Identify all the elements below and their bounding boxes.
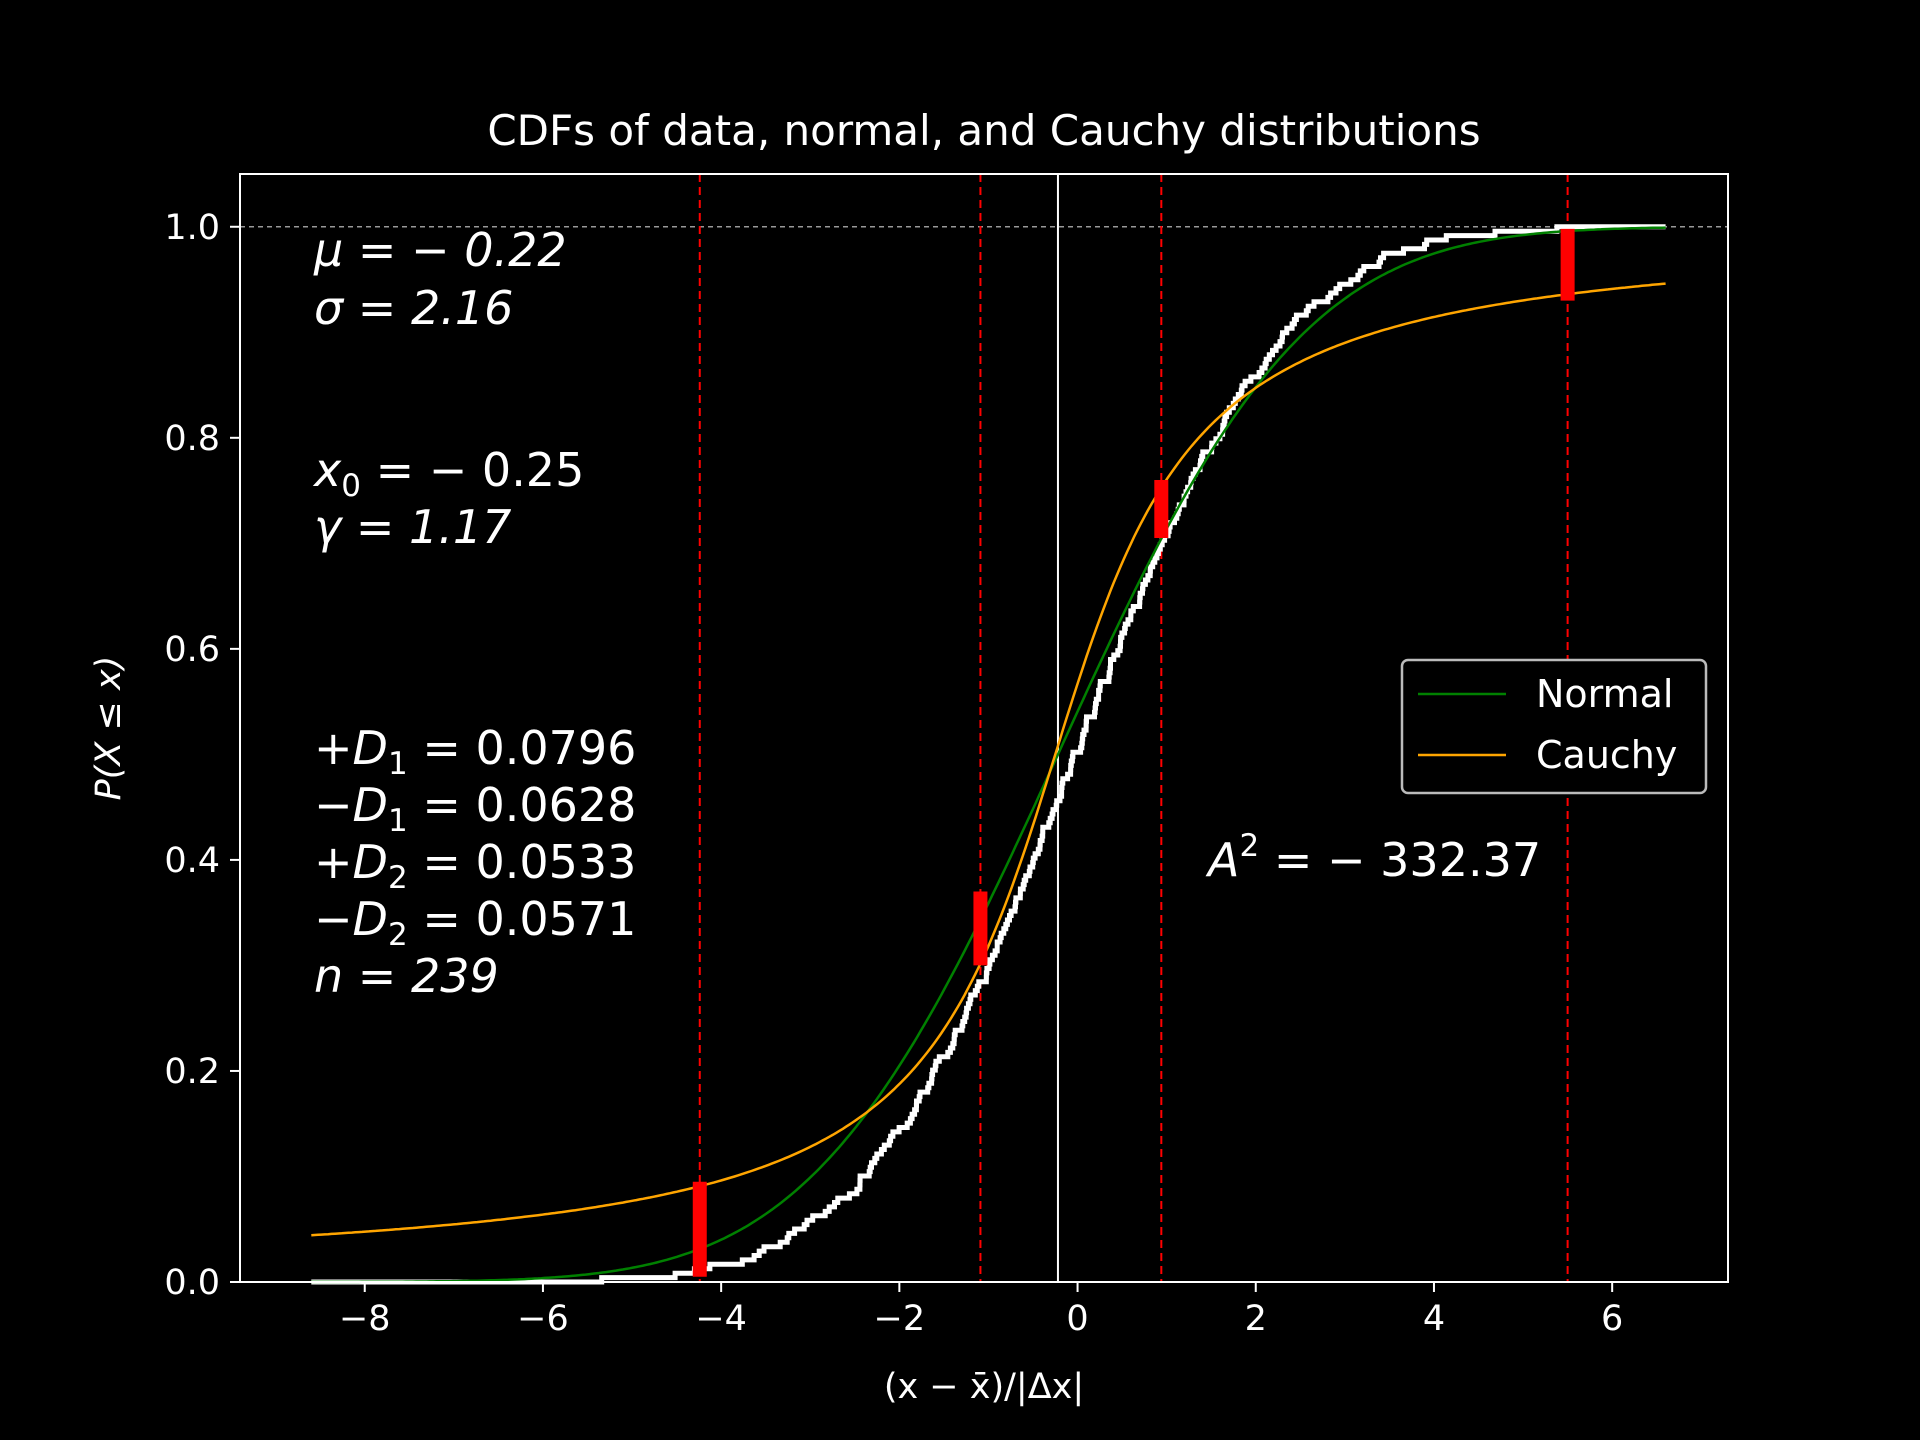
gamma-annotation: γ = 1.17: [314, 500, 511, 554]
x0-value: = − 0.25: [361, 443, 584, 497]
x-axis-label: (x − x̄)/|Δx|: [884, 1367, 1084, 1407]
d2-plus-annotation: +D2 = 0.0533: [314, 835, 636, 896]
d2-minus-annotation: −D2 = 0.0571: [314, 892, 636, 953]
d1-minus-subscript: 1: [388, 803, 408, 839]
y-tick-label: 0.4: [164, 841, 220, 881]
d2-plus-value: = 0.0533: [408, 835, 637, 889]
y-tick-label: 0.0: [164, 1263, 220, 1303]
d1-plus-symbol: +D: [314, 721, 388, 775]
legend: Normal Cauchy: [1400, 658, 1708, 795]
a2-annotation: A2 = − 332.37: [1205, 828, 1541, 887]
d1-minus-value: = 0.0628: [408, 778, 637, 832]
d2-plus-symbol: +D: [314, 835, 388, 889]
x-tick-label: −2: [874, 1299, 926, 1339]
d2-minus-subscript: 2: [388, 917, 408, 953]
x-tick-label: −4: [695, 1299, 747, 1339]
sigma-annotation: σ = 2.16: [314, 281, 513, 335]
d1-plus-annotation: +D1 = 0.0796: [314, 721, 636, 782]
mu-annotation: μ = − 0.22: [313, 223, 567, 277]
y-tick-label: 0.8: [164, 419, 220, 459]
a2-superscript: 2: [1239, 828, 1259, 864]
d2-plus-subscript: 2: [388, 860, 408, 896]
series-normal-line: [311, 226, 1666, 1284]
d2-minus-symbol: −D: [314, 892, 388, 946]
x0-subscript: 0: [341, 468, 361, 504]
legend-label-normal: Normal: [1536, 672, 1674, 716]
x-tick-label: 4: [1423, 1299, 1445, 1339]
plot-area: [240, 174, 1728, 1285]
series-empirical-line: [311, 224, 1666, 1285]
x-tick-label: 2: [1245, 1299, 1267, 1339]
series-cauchy-line: [311, 282, 1666, 1237]
x-tick-label: 6: [1601, 1299, 1623, 1339]
x-tick-label: −8: [339, 1299, 391, 1339]
y-tick-label: 1.0: [164, 208, 220, 248]
y-axis-label: P(X ≤ x): [89, 656, 129, 801]
a2-symbol: A: [1205, 833, 1239, 887]
axis-ticks: −8 −6 −4 −2 0 2 4 6 0.0 0.2 0.4 0.6 0.8 1.0: [164, 208, 1623, 1339]
y-tick-label: 0.2: [164, 1052, 220, 1092]
d1-plus-subscript: 1: [388, 746, 408, 782]
x0-symbol: x: [312, 443, 342, 497]
d1-plus-value: = 0.0796: [408, 721, 637, 775]
axes-frame: [239, 173, 1729, 1283]
legend-label-cauchy: Cauchy: [1536, 733, 1677, 777]
d1-minus-symbol: −D: [314, 778, 388, 832]
x-tick-label: −6: [517, 1299, 569, 1339]
d2-minus-value: = 0.0571: [408, 892, 637, 946]
x0-annotation: x0 = − 0.25: [312, 443, 584, 504]
a2-value: = − 332.37: [1259, 833, 1541, 887]
x-tick-label: 0: [1066, 1299, 1088, 1339]
d1-minus-annotation: −D1 = 0.0628: [314, 778, 636, 839]
chart-title: CDFs of data, normal, and Cauchy distrib…: [487, 106, 1480, 155]
y-tick-label: 0.6: [164, 630, 220, 670]
n-annotation: n = 239: [314, 949, 499, 1003]
